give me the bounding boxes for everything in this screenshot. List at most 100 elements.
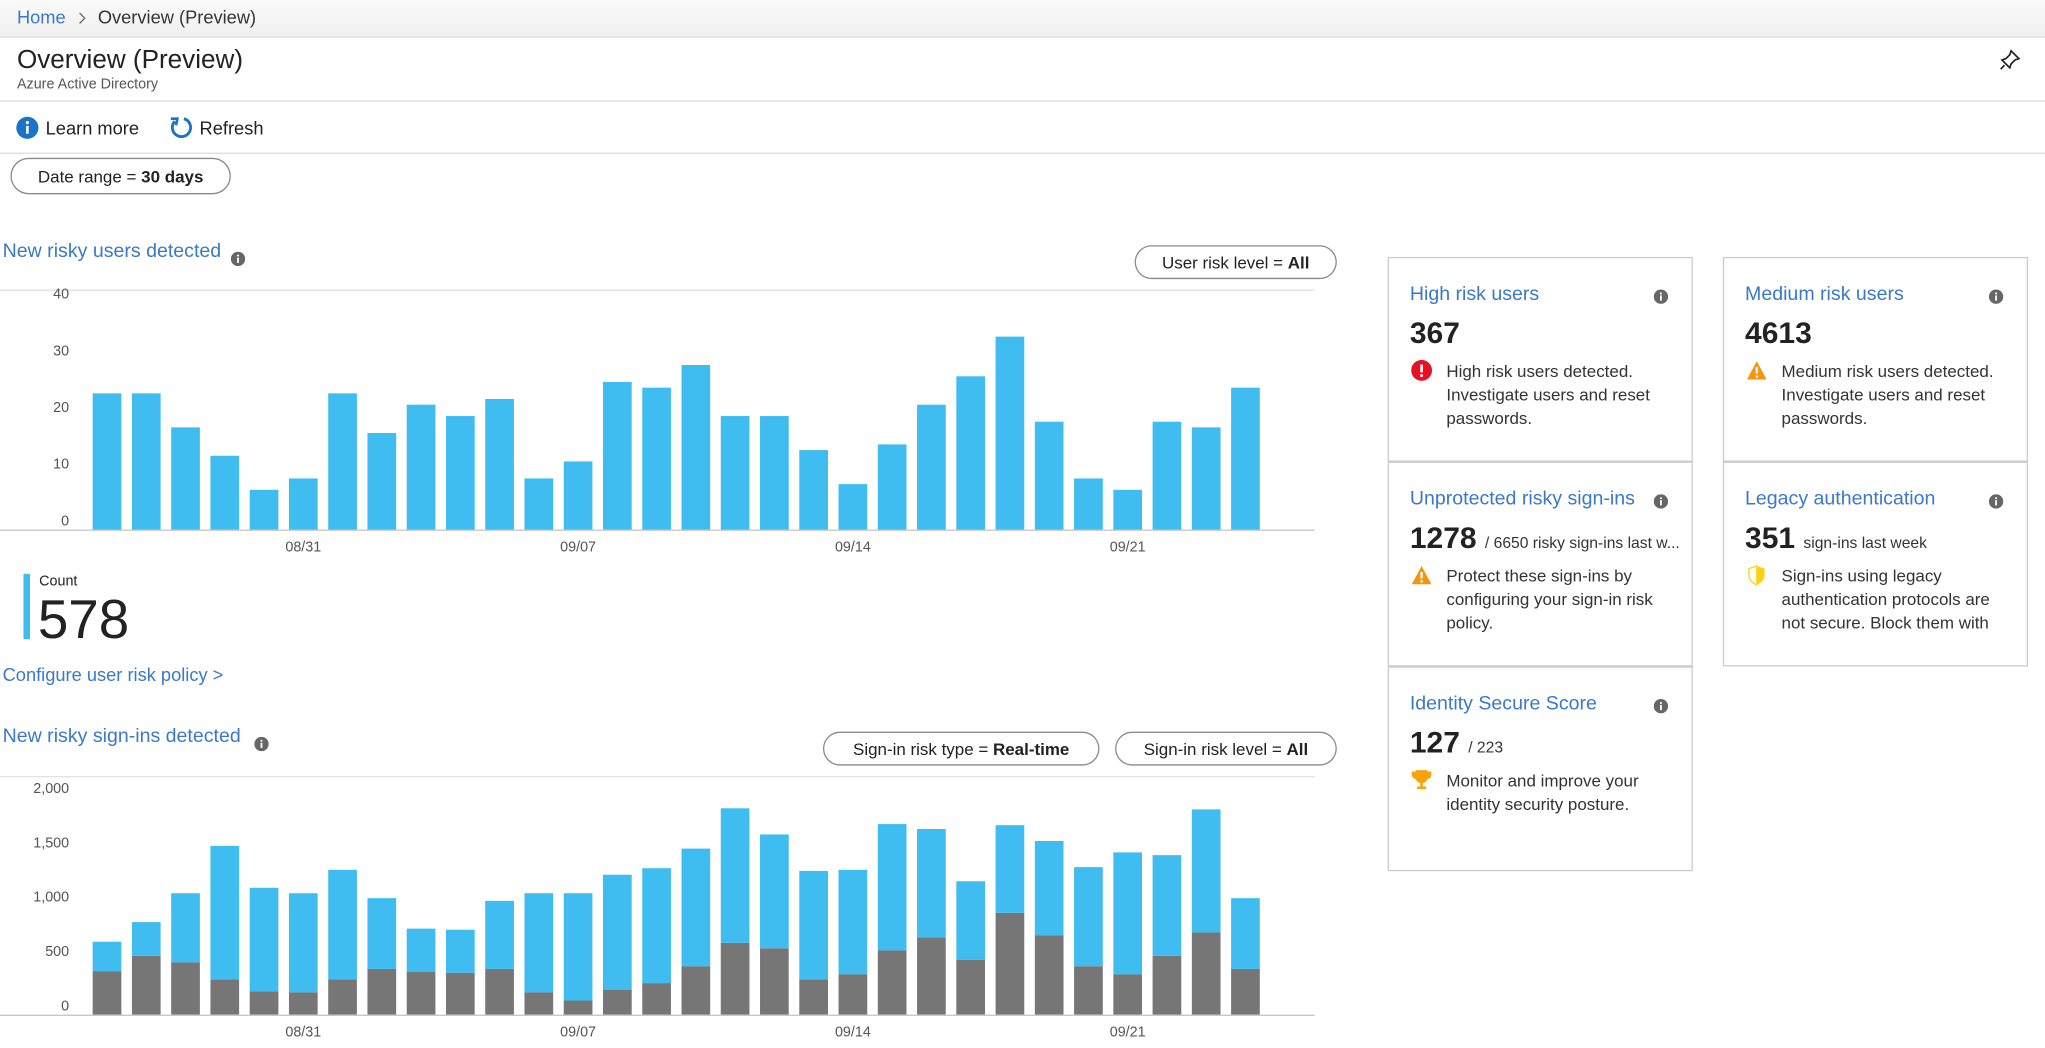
- chip-operator: =: [978, 739, 989, 760]
- bar: [720, 416, 750, 530]
- chip-label: User risk level: [1161, 253, 1269, 273]
- filter-chip[interactable]: Sign-in risk level = All: [1115, 731, 1337, 766]
- x-tick-label: 09/07: [560, 540, 596, 556]
- y-tick-label: 1,000: [33, 890, 69, 906]
- bar-segment: [838, 974, 868, 1015]
- bar-segment: [995, 825, 1025, 913]
- count-value: 578: [37, 588, 130, 650]
- y-tick-label: 500: [45, 944, 69, 960]
- y-tick-label: 30: [53, 343, 69, 359]
- x-tick-label: 09/14: [835, 1025, 871, 1041]
- chart-title[interactable]: New risky sign-ins detected: [2, 725, 241, 748]
- metric-card[interactable]: Unprotected risky sign-ins 1278 / 6650 r…: [1387, 461, 1693, 667]
- error-icon: [1411, 359, 1433, 381]
- bar-segment: [328, 979, 357, 1015]
- bar: [210, 455, 240, 530]
- bar-segment: [1113, 852, 1143, 975]
- card-description: Sign-ins using legacy authentication pro…: [1781, 566, 1990, 633]
- chip-value: 30 days: [141, 166, 204, 187]
- card-value: 4613: [1745, 315, 1812, 350]
- card-value: 367: [1409, 315, 1460, 350]
- card-title: Medium risk users: [1745, 283, 1904, 306]
- metric-card[interactable]: High risk users 367 High risk users dete…: [1387, 256, 1693, 462]
- card-value: 351 sign-ins last week: [1745, 520, 1927, 555]
- bar-segment: [720, 942, 750, 1015]
- bar-segment: [249, 887, 279, 992]
- card-description: Monitor and improve your identity securi…: [1446, 770, 1639, 814]
- y-tick-label: 2,000: [33, 781, 69, 797]
- bar: [799, 450, 828, 530]
- bar-segment: [1152, 955, 1182, 1015]
- bar-segment: [1074, 867, 1103, 967]
- chip-label: Sign-in risk type: [853, 739, 974, 760]
- metric-card[interactable]: Identity Secure Score 127 / 223 Monitor …: [1387, 666, 1693, 872]
- bar-segment: [524, 992, 554, 1015]
- learn-more-button[interactable]: Learn more: [45, 117, 140, 139]
- bar: [171, 427, 200, 530]
- card-description: High risk users detected. Investigate us…: [1446, 361, 1650, 428]
- bar-segment: [917, 937, 946, 1015]
- chip-operator: =: [126, 166, 137, 187]
- bar: [367, 433, 397, 530]
- filter-chip[interactable]: User risk level = All: [1134, 245, 1337, 280]
- bar-segment: [956, 881, 986, 960]
- metric-card[interactable]: Legacy authentication 351 sign-ins last …: [1722, 461, 2029, 667]
- bar-segment: [288, 893, 318, 993]
- bar: [838, 484, 868, 530]
- bar-segment: [524, 893, 554, 993]
- bar-segment: [563, 1000, 593, 1015]
- metric-card[interactable]: Medium risk users 4613 Medium risk users…: [1722, 256, 2029, 462]
- bar-segment: [603, 874, 632, 990]
- chip-label: Date range: [37, 166, 122, 187]
- filter-chip[interactable]: Sign-in risk type = Real-time: [822, 731, 1100, 766]
- divider: [0, 152, 2045, 154]
- y-tick-label: 1,500: [33, 835, 69, 851]
- card-title: Unprotected risky sign-ins: [1409, 487, 1635, 510]
- card-title: Identity Secure Score: [1409, 692, 1597, 715]
- bar-segment: [1034, 935, 1064, 1015]
- bar-segment: [760, 834, 789, 949]
- bar-segment: [681, 966, 711, 1015]
- bar: [1034, 421, 1064, 530]
- policy-link[interactable]: Configure user risk policy >: [2, 663, 224, 685]
- chart-title[interactable]: New risky users detected: [2, 239, 222, 263]
- refresh-button[interactable]: Refresh: [199, 117, 264, 139]
- y-tick-label: 10: [53, 457, 69, 473]
- y-tick-label: 0: [61, 999, 69, 1015]
- breadcrumb-home[interactable]: Home: [16, 6, 66, 28]
- bar-segment: [1191, 932, 1221, 1015]
- bar: [485, 399, 514, 530]
- bar: [603, 382, 632, 530]
- bar: [328, 393, 357, 530]
- bar-segment: [877, 824, 907, 951]
- bar-segment: [328, 869, 357, 980]
- chip-operator: =: [1271, 739, 1282, 760]
- x-tick-label: 09/21: [1110, 1025, 1146, 1041]
- bar-segment: [799, 870, 828, 980]
- info-icon: [1988, 494, 2004, 509]
- y-tick-label: 40: [53, 287, 69, 303]
- bar-segment: [603, 989, 632, 1015]
- pin-icon[interactable]: [1998, 48, 2021, 71]
- shield-icon: [1748, 565, 1765, 586]
- card-suffix: / 223: [1468, 738, 1504, 757]
- info-icon: [1653, 289, 1669, 304]
- bar-segment: [917, 828, 946, 938]
- bar-segment: [367, 968, 397, 1015]
- bar: [445, 416, 475, 530]
- bar: [995, 336, 1025, 530]
- bar: [249, 489, 279, 530]
- date-range-chip[interactable]: Date range = 30 days: [10, 157, 231, 195]
- bar: [1074, 478, 1103, 530]
- bar: [524, 478, 554, 530]
- breadcrumb-bar: [0, 0, 2045, 37]
- bar: [956, 376, 986, 530]
- bar-segment: [249, 991, 279, 1015]
- chip-label: Sign-in risk level: [1143, 739, 1268, 760]
- value: 1278: [1409, 520, 1477, 555]
- info-icon: [1653, 494, 1669, 509]
- info-icon: [254, 736, 269, 752]
- trophy-icon: [1411, 770, 1432, 790]
